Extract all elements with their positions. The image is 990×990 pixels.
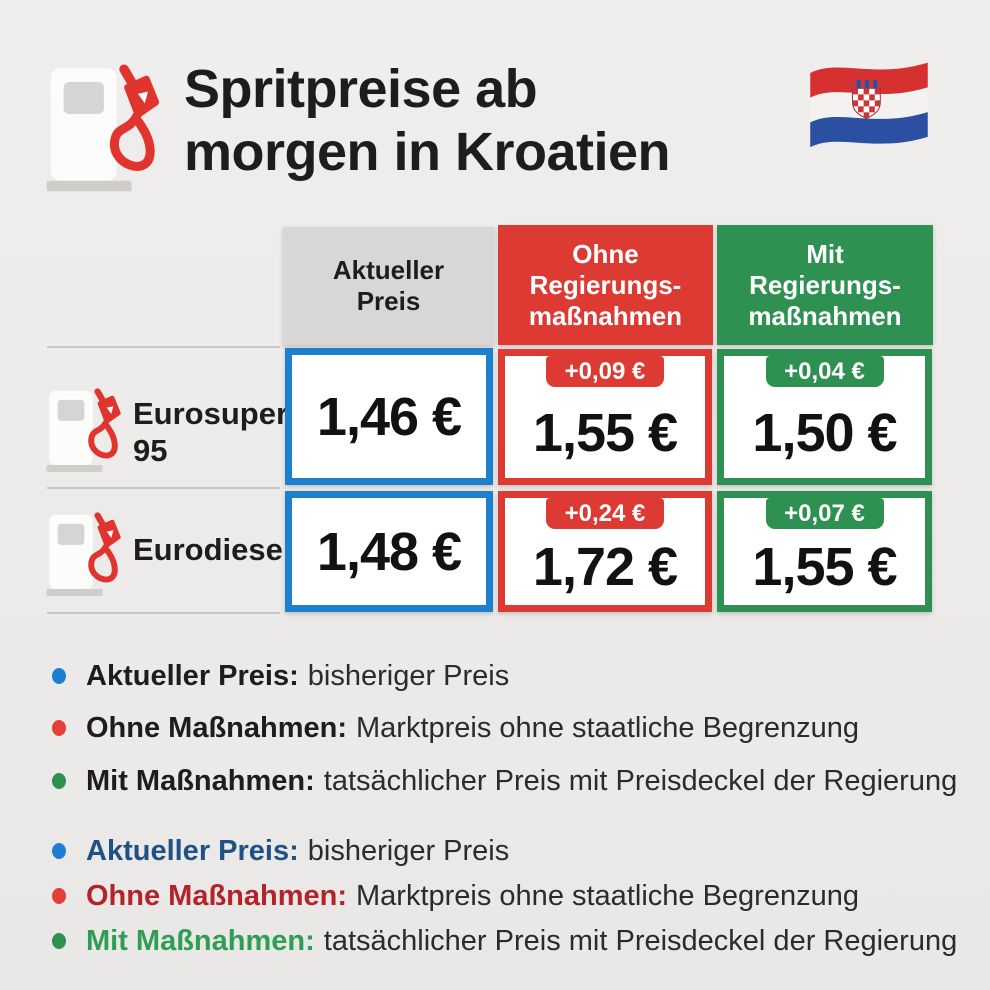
- fuel-name-line1: Eurodiesel: [133, 532, 292, 567]
- legend-item-without: Ohne Maßnahmen: Marktpreis ohne staatlic…: [52, 710, 859, 746]
- price-value: 1,55 €: [752, 537, 897, 597]
- fuel-pump-icon: [46, 64, 164, 202]
- column-header-without-line3: maßnahmen: [528, 300, 683, 331]
- row-divider: [47, 487, 280, 489]
- price-value: 1,50 €: [752, 402, 897, 463]
- fuel-name-eurodiesel: Eurodiesel: [133, 531, 292, 568]
- legend-item-current: Aktueller Preis: bisheriger Preis: [52, 658, 509, 694]
- legend-label: Ohne Maßnahmen:: [86, 879, 348, 912]
- row-divider: [47, 346, 280, 348]
- green-bullet-icon: [52, 933, 66, 949]
- blue-bullet-icon: [52, 668, 66, 684]
- legend-text: Marktpreis ohne staatliche Begrenzung: [356, 711, 859, 744]
- price-increase-badge: +0,09 €: [546, 356, 664, 387]
- legend-label: Ohne Maßnahmen:: [86, 711, 348, 744]
- row-divider: [47, 612, 280, 614]
- legend-label: Aktueller Preis:: [86, 659, 299, 692]
- blue-bullet-icon: [52, 843, 66, 859]
- fuel-name-eurosuper: Eurosuper 95: [133, 395, 288, 469]
- price-value: 1,72 €: [532, 537, 678, 597]
- legend-label: Mit Maßnahmen:: [86, 764, 315, 797]
- price-box-eurodiesel-with-measures: +0,07 € 1,55 €: [717, 491, 932, 612]
- column-header-with-line3: maßnahmen: [748, 300, 902, 331]
- column-header-current: Aktueller Preis: [283, 227, 494, 345]
- price-value: 1,48 €: [316, 521, 462, 582]
- legend-text: tatsächlicher Preis mit Preisdeckel der …: [323, 764, 958, 797]
- price-value: 1,46 €: [316, 386, 462, 447]
- red-bullet-icon: [52, 888, 66, 904]
- page-title: Spritpreise ab morgen in Kroatien: [184, 58, 671, 184]
- page-title-line1: Spritpreise ab: [184, 59, 538, 119]
- legend-text: tatsächlicher Preis mit Preisdeckel der …: [323, 924, 958, 957]
- legend-text: bisheriger Preis: [307, 834, 510, 867]
- fuel-pump-icon-small: [46, 388, 124, 479]
- legend-item-without-colored: Ohne Maßnahmen: Marktpreis ohne staatlic…: [52, 878, 859, 914]
- column-header-current-line2: Preis: [356, 286, 421, 316]
- fuel-pump-icon-small: [46, 512, 124, 603]
- croatia-flag-icon: [810, 62, 928, 148]
- price-box-eurodiesel-current: 1,48 €: [285, 491, 493, 612]
- column-header-current-line1: Aktueller: [332, 255, 445, 285]
- price-box-eurosuper-without-measures: +0,09 € 1,55 €: [498, 349, 712, 485]
- fuel-name-line1: Eurosuper: [133, 396, 289, 431]
- column-header-without-line2: Regierungs-: [529, 269, 682, 300]
- price-value: 1,55 €: [532, 402, 678, 463]
- legend-label: Mit Maßnahmen:: [86, 924, 315, 957]
- price-increase-badge: +0,04 €: [765, 356, 884, 387]
- column-header-with-line2: Regierungs-: [749, 269, 901, 300]
- price-increase-badge: +0,07 €: [765, 498, 884, 529]
- column-header-with-line1: Mit: [806, 238, 844, 269]
- page-title-line2: morgen in Kroatien: [184, 122, 671, 182]
- fuel-name-line2: 95: [133, 433, 168, 468]
- legend-text: Marktpreis ohne staatliche Begrenzung: [356, 879, 859, 912]
- legend-item-with-colored: Mit Maßnahmen: tatsächlicher Preis mit P…: [52, 923, 957, 959]
- legend-item-with: Mit Maßnahmen: tatsächlicher Preis mit P…: [52, 763, 957, 799]
- legend-text: bisheriger Preis: [307, 659, 510, 692]
- price-box-eurodiesel-without-measures: +0,24 € 1,72 €: [498, 491, 712, 612]
- column-header-without-measures: Ohne Regierungs- maßnahmen: [498, 225, 713, 345]
- red-bullet-icon: [52, 720, 66, 736]
- price-box-eurosuper-current: 1,46 €: [285, 348, 493, 485]
- green-bullet-icon: [52, 773, 66, 789]
- legend-item-current-colored: Aktueller Preis: bisheriger Preis: [52, 833, 509, 869]
- column-header-with-measures: Mit Regierungs- maßnahmen: [717, 225, 933, 345]
- legend-label: Aktueller Preis:: [86, 834, 299, 867]
- price-increase-badge: +0,24 €: [546, 498, 664, 529]
- price-box-eurosuper-with-measures: +0,04 € 1,50 €: [717, 349, 932, 485]
- column-header-without-line1: Ohne: [572, 238, 639, 269]
